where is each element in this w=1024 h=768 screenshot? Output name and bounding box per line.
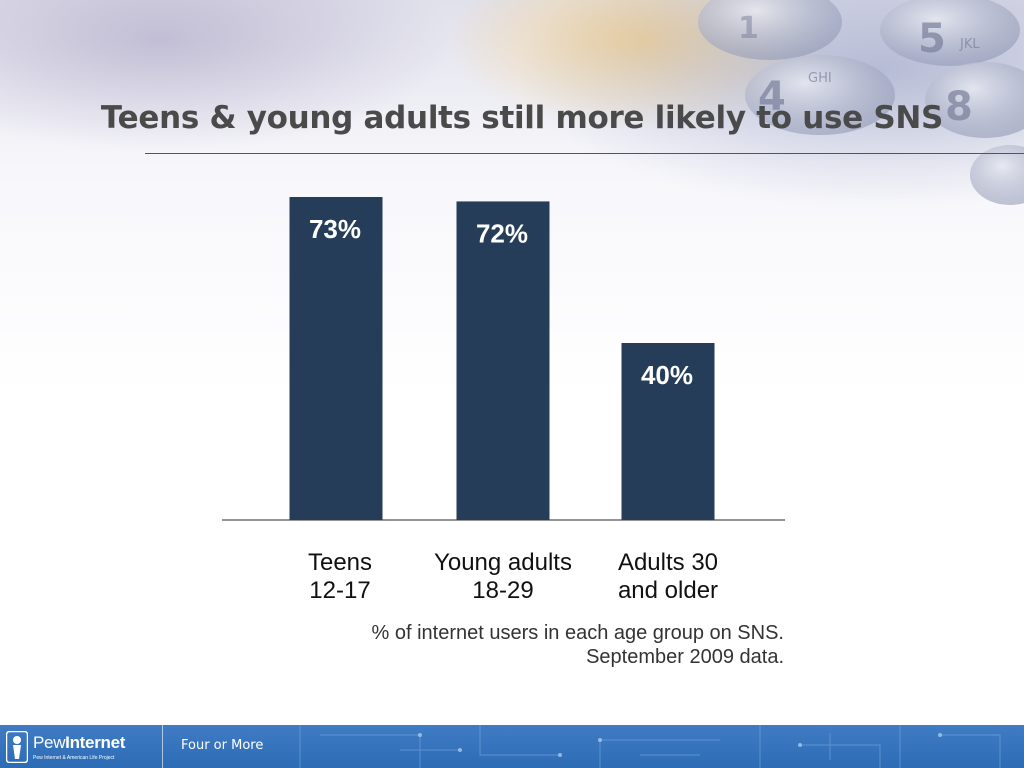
- category-label-2-line-1: Young adults: [434, 549, 572, 576]
- caption-line-1: % of internet users in each age group on…: [371, 622, 784, 644]
- category-label-3-line-1: Adults 30: [618, 549, 718, 576]
- bar-2: [456, 201, 550, 520]
- bar-value-label-3: 40%: [641, 360, 693, 390]
- keyhole-person-icon: [6, 731, 28, 763]
- bar-1: [289, 197, 383, 520]
- svg-text:5: 5: [918, 16, 946, 62]
- category-label-3-line-2: and older: [618, 577, 718, 604]
- circuit-pattern: [299, 725, 1001, 768]
- category-label-1-line-2: 12-17: [309, 577, 370, 604]
- bar-3: [621, 343, 715, 520]
- phone-keypad-image: 5 JKL 4 GHI 8 1: [698, 0, 1024, 205]
- pew-internet-logo: PewInternet Pew Internet & American Life…: [0, 725, 163, 768]
- title-divider: [145, 153, 1024, 154]
- svg-text:4: 4: [758, 74, 786, 120]
- bar-value-label-2: 72%: [476, 218, 528, 248]
- logo-wordmark: PewInternet: [33, 734, 125, 752]
- logo-word-internet: Internet: [65, 733, 126, 752]
- caption-line-2: September 2009 data.: [586, 646, 784, 668]
- logo-word-pew: Pew: [33, 733, 66, 752]
- category-label-2-line-2: 18-29: [472, 577, 533, 604]
- logo-subtext: Pew Internet & American Life Project: [33, 755, 115, 761]
- chart-caption: % of internet users in each age group on…: [372, 621, 784, 669]
- svg-text:8: 8: [945, 84, 973, 130]
- footer-bar: PewInternet Pew Internet & American Life…: [0, 725, 1024, 768]
- footer-label: Four or More: [181, 738, 264, 753]
- category-label-1-line-1: Teens: [308, 549, 372, 576]
- svg-text:GHI: GHI: [808, 71, 832, 86]
- slide-title: Teens & young adults still more likely t…: [100, 100, 944, 136]
- svg-text:JKL: JKL: [959, 37, 980, 52]
- svg-text:1: 1: [738, 11, 759, 46]
- bar-value-label-1: 73%: [309, 214, 361, 244]
